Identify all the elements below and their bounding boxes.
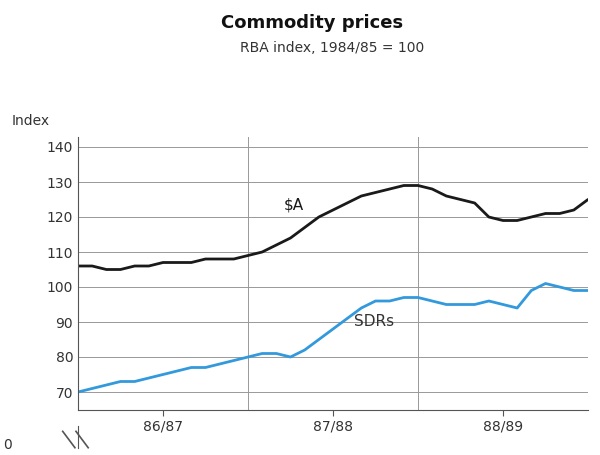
Text: SDRs: SDRs	[354, 313, 394, 329]
Text: $A: $A	[283, 198, 304, 213]
Text: Commodity prices: Commodity prices	[221, 14, 403, 32]
Text: RBA index, 1984/85 = 100: RBA index, 1984/85 = 100	[240, 41, 424, 55]
Text: Index: Index	[12, 114, 50, 128]
Text: 0: 0	[3, 438, 12, 452]
